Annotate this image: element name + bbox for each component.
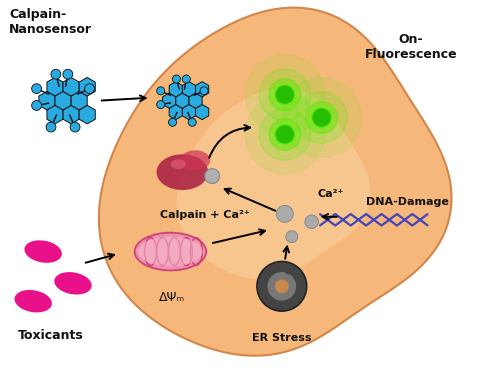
Polygon shape: [162, 93, 176, 108]
Circle shape: [312, 108, 332, 128]
Circle shape: [200, 87, 208, 95]
Circle shape: [245, 95, 324, 174]
Polygon shape: [196, 104, 208, 120]
Circle shape: [188, 118, 196, 126]
Text: ΔΨₘ: ΔΨₘ: [160, 291, 186, 304]
Polygon shape: [55, 91, 71, 110]
Circle shape: [259, 108, 310, 160]
Circle shape: [296, 92, 348, 143]
Ellipse shape: [285, 267, 294, 274]
Polygon shape: [169, 104, 182, 120]
Ellipse shape: [156, 154, 208, 190]
Circle shape: [282, 78, 362, 157]
Circle shape: [205, 169, 220, 184]
Ellipse shape: [54, 272, 92, 295]
Text: Ca²⁺: Ca²⁺: [318, 189, 344, 199]
Ellipse shape: [14, 290, 52, 312]
Ellipse shape: [267, 271, 296, 301]
Circle shape: [269, 118, 300, 150]
Circle shape: [63, 69, 73, 79]
Circle shape: [156, 100, 164, 108]
Text: Calpain + Ca²⁺: Calpain + Ca²⁺: [160, 210, 250, 220]
Text: Calpain-
Nanosensor: Calpain- Nanosensor: [10, 8, 92, 36]
Ellipse shape: [24, 240, 62, 263]
Polygon shape: [47, 78, 63, 96]
Circle shape: [305, 215, 318, 228]
Ellipse shape: [138, 237, 203, 267]
Polygon shape: [47, 105, 63, 124]
Polygon shape: [79, 105, 96, 124]
Polygon shape: [79, 78, 96, 96]
Polygon shape: [169, 82, 182, 97]
Circle shape: [275, 125, 295, 144]
Polygon shape: [176, 93, 189, 108]
Circle shape: [51, 69, 60, 79]
Circle shape: [46, 122, 56, 132]
Circle shape: [269, 79, 300, 111]
Circle shape: [84, 84, 94, 94]
Circle shape: [70, 122, 80, 132]
Polygon shape: [63, 78, 79, 96]
Circle shape: [245, 55, 324, 134]
Ellipse shape: [257, 262, 306, 311]
Text: Toxicants: Toxicants: [18, 329, 84, 342]
Circle shape: [168, 118, 176, 126]
Circle shape: [276, 126, 293, 143]
Circle shape: [32, 100, 42, 110]
Polygon shape: [182, 104, 196, 120]
Circle shape: [306, 102, 338, 133]
Circle shape: [32, 84, 42, 94]
Ellipse shape: [171, 159, 186, 169]
Circle shape: [259, 69, 310, 120]
Circle shape: [182, 75, 190, 83]
Circle shape: [276, 86, 293, 103]
Polygon shape: [189, 93, 202, 108]
Circle shape: [276, 206, 293, 222]
Circle shape: [172, 75, 180, 83]
Text: On-
Fluorescence: On- Fluorescence: [365, 33, 458, 61]
Polygon shape: [63, 105, 79, 124]
Circle shape: [313, 109, 330, 126]
Text: ER Stress: ER Stress: [252, 333, 312, 343]
Circle shape: [275, 85, 295, 105]
Ellipse shape: [134, 233, 206, 270]
Polygon shape: [39, 91, 55, 110]
Text: DNA-Damage: DNA-Damage: [366, 197, 448, 207]
Polygon shape: [182, 82, 196, 97]
Ellipse shape: [180, 150, 210, 170]
Polygon shape: [99, 8, 452, 356]
Polygon shape: [176, 88, 370, 279]
Ellipse shape: [275, 279, 289, 293]
Polygon shape: [196, 82, 208, 97]
Circle shape: [286, 231, 298, 243]
Polygon shape: [71, 91, 87, 110]
Circle shape: [156, 87, 164, 95]
